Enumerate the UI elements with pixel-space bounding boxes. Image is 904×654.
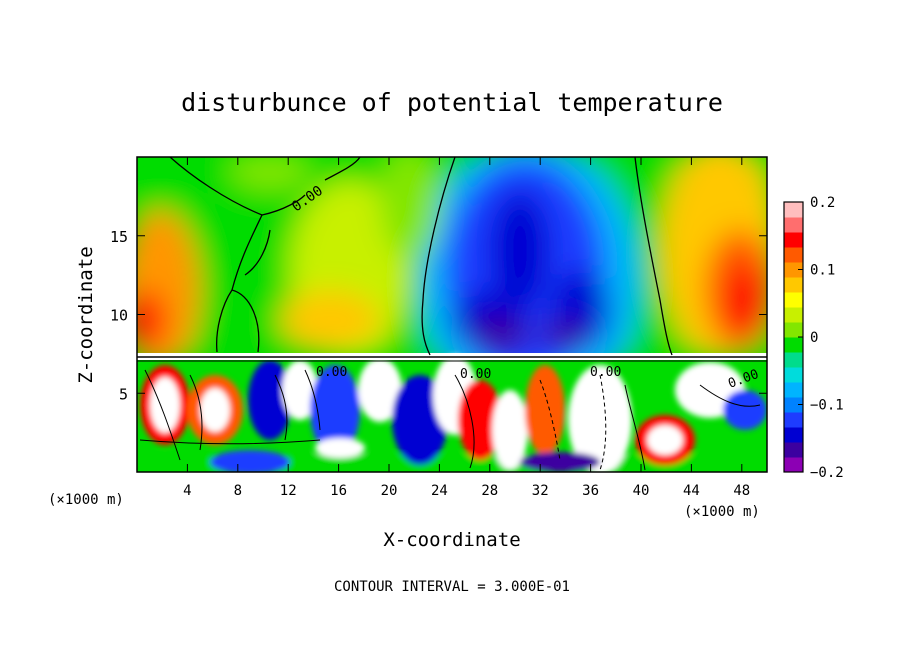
y-tick-label: 10 — [110, 307, 128, 325]
colorbar-tick-label: 0.1 — [810, 263, 835, 279]
x-tick-label: 44 — [683, 483, 700, 499]
x-unit-label: (×1000 m) — [48, 492, 124, 508]
x-tick-label: 8 — [234, 483, 242, 499]
colorbar-tick-label: 0.2 — [810, 195, 835, 211]
x-tick-label: 40 — [633, 483, 650, 499]
x-tick-label: 12 — [280, 483, 297, 499]
colorbar-swatch — [784, 397, 803, 413]
colorbar-tick-label: −0.2 — [810, 465, 844, 481]
lower-contours — [139, 369, 761, 471]
x-axis-label: X-coordinate — [383, 529, 520, 551]
x-tick-label: 20 — [381, 483, 398, 499]
y-axis-label: Z-coordinate — [75, 246, 97, 383]
colorbar-swatch — [784, 277, 803, 293]
x-tick-label: 16 — [330, 483, 347, 499]
y-tick-label: 15 — [110, 228, 128, 246]
x-axis-ticks: 4 8 12 16 20 24 28 32 36 40 44 48 — [183, 157, 750, 499]
contour-interval-text: CONTOUR INTERVAL = 3.000E-01 — [334, 579, 570, 595]
x-tick-label: 4 — [183, 483, 191, 499]
x-tick-label: 28 — [481, 483, 498, 499]
contour-label: 0.00 — [590, 365, 621, 380]
colorbar-swatch — [784, 307, 803, 323]
colorbar-swatch — [784, 427, 803, 443]
upper-field — [137, 157, 767, 420]
contour-label: 0.00 — [316, 365, 347, 380]
colorbar-tick-label: 0 — [810, 330, 818, 346]
colorbar-swatch — [784, 292, 803, 308]
chart-title: disturbunce of potential temperature — [181, 88, 723, 117]
colorbar-swatch — [784, 382, 803, 398]
colorbar-tick-label: −0.1 — [810, 398, 844, 414]
colorbar-ticks: 0.2 0.1 0 −0.1 −0.2 — [798, 195, 844, 481]
colorbar-swatch — [784, 262, 803, 278]
colorbar-swatch — [784, 217, 803, 233]
colorbar-swatch — [784, 232, 803, 248]
x-tick-label: 36 — [582, 483, 599, 499]
colorbar-swatch — [784, 352, 803, 368]
colorbar — [784, 202, 803, 473]
colorbar-swatch — [784, 412, 803, 428]
lower-turbulent-field — [137, 353, 767, 472]
colorbar-swatch — [784, 442, 803, 458]
x-unit-label-right: (×1000 m) — [684, 504, 760, 520]
colorbar-swatch — [784, 337, 803, 353]
x-tick-label: 48 — [733, 483, 750, 499]
colorbar-swatch — [784, 202, 803, 218]
colorbar-swatch — [784, 247, 803, 263]
plot-area: 0.00 0.00 0.00 0.00 0.00 — [137, 157, 767, 472]
colorbar-swatch — [784, 367, 803, 383]
y-axis-ticks: 5 10 15 — [110, 228, 767, 403]
zero-contours — [169, 157, 673, 356]
contour-label: 0.00 — [460, 367, 491, 382]
y-tick-label: 5 — [119, 385, 128, 403]
colorbar-swatch — [784, 322, 803, 338]
x-tick-label: 24 — [431, 483, 448, 499]
colorbar-swatch — [784, 457, 803, 473]
x-tick-label: 32 — [532, 483, 549, 499]
